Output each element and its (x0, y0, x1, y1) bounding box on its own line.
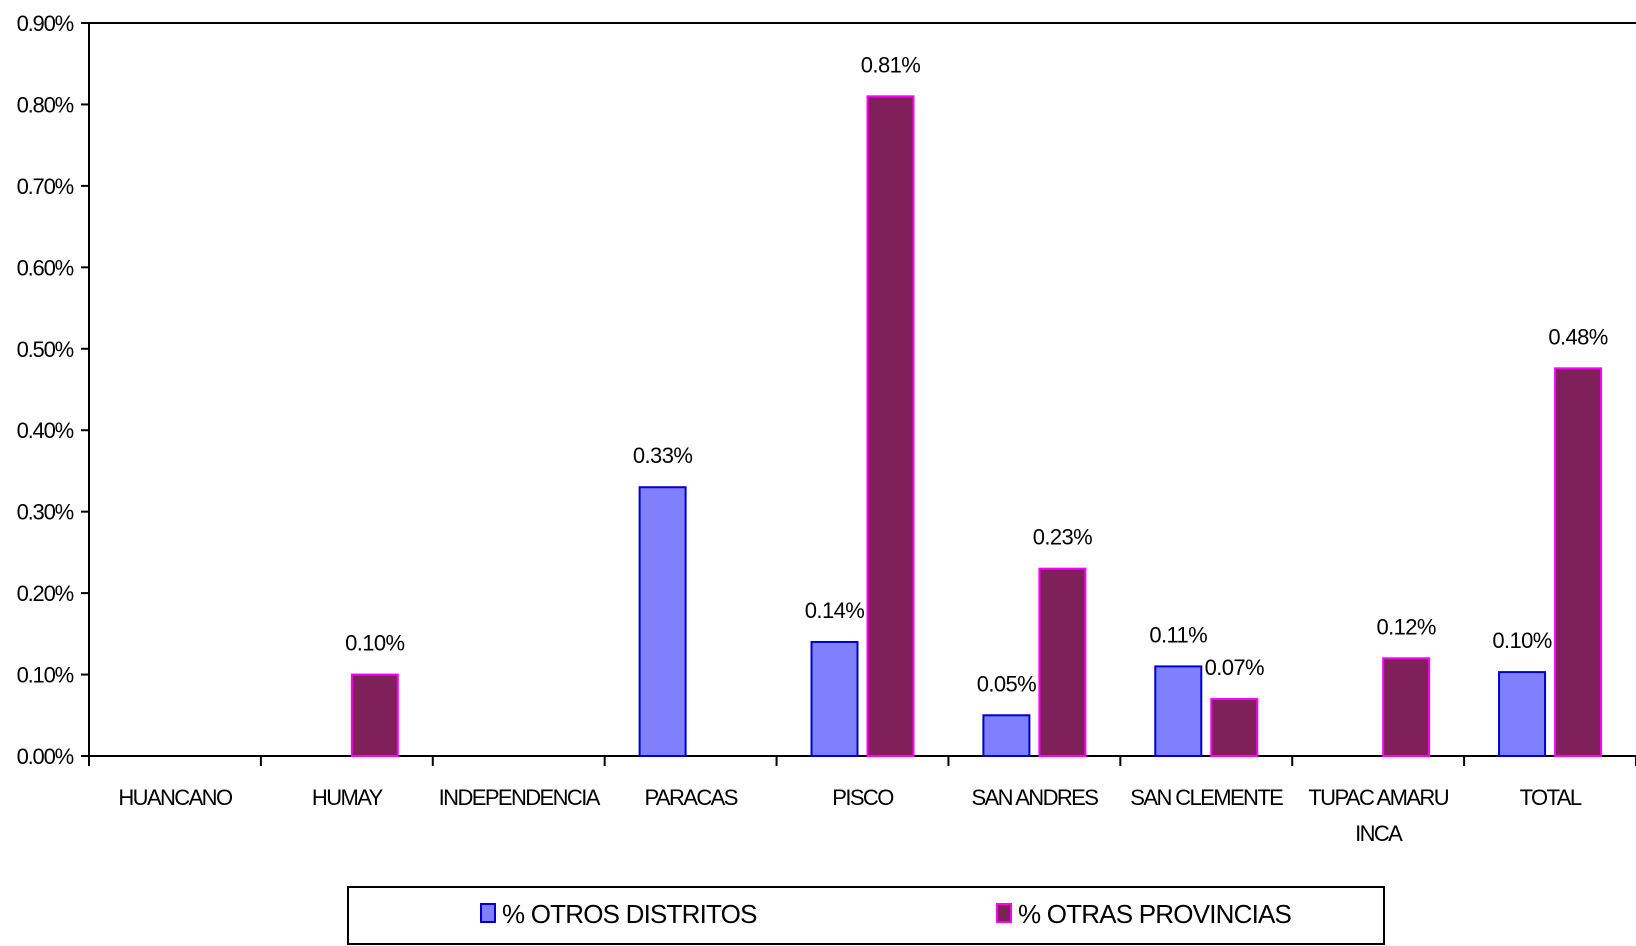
legend: % OTROS DISTRITOS % OTRAS PROVINCIAS (347, 886, 1385, 945)
legend-label: % OTRAS PROVINCIAS (1018, 899, 1292, 929)
y-axis: 0.00% 0.10% 0.20% 0.30% 0.40% 0.50% 0.60% 0.70%… (17, 11, 1636, 769)
data-label: 0.23% (1033, 525, 1092, 550)
x-category-label: PISCO (832, 785, 894, 810)
bars (350, 95, 1603, 758)
x-axis: HUANCANO HUMAY INDEPENDENCIA PARACAS PISCO SA… (88, 755, 1636, 846)
y-tick-label: 0.00% (17, 744, 74, 769)
y-tick-label: 0.40% (17, 418, 74, 443)
bar-otras-provincias (350, 673, 399, 757)
data-labels: 0.33% 0.14% 0.05% 0.11% 0.10% 0.10% 0.81% 0.23%… (345, 52, 1608, 696)
data-label: 0.10% (1492, 628, 1551, 653)
y-tick-label: 0.60% (17, 255, 74, 280)
data-label: 0.12% (1376, 614, 1435, 639)
legend-label: % OTROS DISTRITOS (502, 899, 757, 929)
data-label: 0.07% (1205, 655, 1264, 680)
x-category-label: INDEPENDENCIA (439, 785, 601, 810)
x-category-label: TUPAC AMARU (1308, 785, 1448, 810)
x-category-label: PARACAS (644, 785, 737, 810)
bar-otras-provincias (1038, 567, 1087, 758)
bar-otras-provincias (1382, 657, 1431, 757)
data-label: 0.10% (345, 631, 404, 656)
bar-otros-distritos (1154, 665, 1203, 758)
y-tick-label: 0.80% (17, 92, 74, 117)
bar-otros-distritos (982, 714, 1031, 757)
x-category-label: HUMAY (312, 785, 384, 810)
bar-otras-provincias (1210, 697, 1259, 758)
x-category-label: TOTAL (1520, 785, 1582, 810)
x-category-label: HUANCANO (118, 785, 233, 810)
data-label: 0.05% (977, 671, 1036, 696)
data-label: 0.33% (633, 443, 692, 468)
x-category-label: SAN CLEMENTE (1130, 785, 1283, 810)
y-tick-label: 0.10% (17, 663, 74, 688)
legend-box (347, 886, 1385, 945)
y-tick-label: 0.20% (17, 581, 74, 606)
data-label: 0.11% (1149, 622, 1207, 647)
bar-otros-distritos (1498, 671, 1547, 758)
y-tick-label: 0.70% (17, 174, 74, 199)
data-label: 0.81% (861, 52, 920, 77)
y-tick-label: 0.50% (17, 337, 74, 362)
y-tick-label: 0.30% (17, 500, 74, 525)
bar-otras-provincias (866, 95, 915, 758)
data-label: 0.14% (805, 598, 864, 623)
bar-otras-provincias (1554, 367, 1603, 757)
bar-otros-distritos (638, 486, 687, 757)
legend-swatch (480, 903, 496, 923)
data-label: 0.48% (1548, 324, 1607, 349)
x-category-label: INCA (1355, 821, 1403, 846)
bar-otros-distritos (810, 640, 859, 758)
legend-swatch (996, 903, 1012, 923)
x-category-label: SAN ANDRES (971, 785, 1098, 810)
y-tick-label: 0.90% (17, 11, 74, 36)
